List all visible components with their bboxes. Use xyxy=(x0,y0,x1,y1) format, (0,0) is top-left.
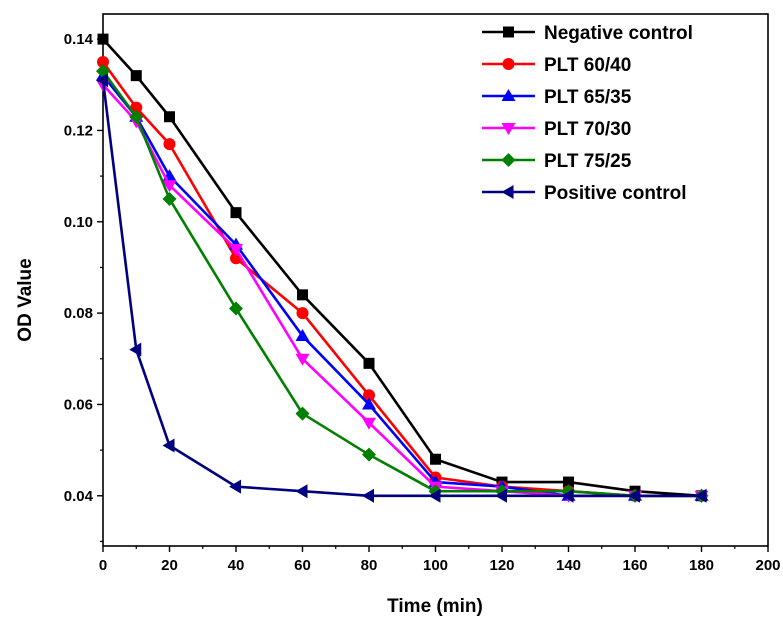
data-point xyxy=(297,289,308,301)
data-point xyxy=(362,397,376,410)
y-tick-label: 0.10 xyxy=(64,214,93,231)
x-tick-label: 200 xyxy=(755,557,780,574)
data-point xyxy=(162,191,177,206)
x-tick-label: 120 xyxy=(489,557,514,574)
y-tick-label: 0.06 xyxy=(64,396,93,413)
data-point xyxy=(362,417,376,430)
data-point xyxy=(129,342,142,357)
legend-item-2: PLT 60/40 xyxy=(482,55,631,76)
x-tick-label: 160 xyxy=(622,557,647,574)
data-point xyxy=(229,479,241,494)
data-point xyxy=(295,406,310,421)
data-point xyxy=(430,453,441,465)
data-point xyxy=(563,476,574,488)
x-tick-label: 180 xyxy=(689,557,714,574)
y-tick-label: 0.14 xyxy=(64,31,94,48)
legend-marker xyxy=(501,153,516,167)
legend-item-6: Positive control xyxy=(482,183,687,204)
data-point xyxy=(229,244,243,257)
data-point xyxy=(296,307,309,320)
data-point xyxy=(162,438,175,453)
legend-label: Negative control xyxy=(544,23,693,44)
series-line xyxy=(102,83,702,498)
data-point xyxy=(362,488,374,503)
series-line xyxy=(101,80,702,498)
legend-label: PLT 65/35 xyxy=(544,87,632,108)
axes-layer: 0 20 40 60 80 100 120 140 160 180 200 0.04 0.06 0.08 0… xyxy=(64,13,781,574)
legend-label: PLT 75/25 xyxy=(544,151,632,172)
legend-label: PLT 70/30 xyxy=(544,119,631,140)
data-point xyxy=(130,70,142,82)
legend-label: Positive control xyxy=(544,183,687,204)
data-point xyxy=(362,447,376,462)
data-point xyxy=(561,488,574,503)
series-layer xyxy=(96,33,709,503)
legend-item-4: PLT 70/30 xyxy=(482,119,631,140)
data-point xyxy=(164,111,175,123)
series-6 xyxy=(96,73,707,503)
data-point xyxy=(162,180,177,193)
legend-item-3: PLT 65/35 xyxy=(482,87,632,108)
x-tick-label: 80 xyxy=(361,557,378,574)
data-point xyxy=(628,488,640,503)
legend-layer: Negative control PLT 60/40 PLT 65/35 PLT 70… xyxy=(482,23,693,204)
legend-marker xyxy=(501,123,516,135)
legend-item-5: PLT 75/25 xyxy=(482,151,632,172)
data-point xyxy=(96,73,108,88)
data-point xyxy=(163,138,176,151)
data-point xyxy=(229,301,243,316)
x-tick-label: 40 xyxy=(228,557,245,574)
x-tick-label: 100 xyxy=(423,557,448,574)
data-point xyxy=(295,353,310,366)
data-point xyxy=(97,55,109,68)
data-point xyxy=(295,328,310,341)
data-point xyxy=(230,207,242,219)
x-tick-label: 0 xyxy=(99,557,107,574)
data-point xyxy=(363,357,375,369)
x-tick-label: 20 xyxy=(161,557,178,574)
legend-marker xyxy=(501,185,514,199)
x-axis-title: Time (min) xyxy=(387,596,483,617)
legend-marker xyxy=(503,26,514,38)
y-tick-label: 0.08 xyxy=(64,305,93,322)
y-axis-title: OD Value xyxy=(15,258,36,341)
data-point xyxy=(295,484,308,499)
data-point xyxy=(428,488,441,503)
legend-marker xyxy=(502,58,515,70)
data-point xyxy=(97,33,109,45)
legend-marker xyxy=(501,89,516,101)
data-point xyxy=(694,488,707,503)
x-tick-label: 140 xyxy=(556,557,581,574)
data-point xyxy=(129,109,144,124)
y-tick-label: 0.04 xyxy=(64,488,94,505)
legend-label: PLT 60/40 xyxy=(544,55,631,76)
legend-item-1: Negative control xyxy=(482,23,693,44)
y-tick-label: 0.12 xyxy=(64,122,93,139)
data-point xyxy=(495,488,507,503)
data-point xyxy=(363,389,375,402)
x-tick-label: 60 xyxy=(294,557,311,574)
